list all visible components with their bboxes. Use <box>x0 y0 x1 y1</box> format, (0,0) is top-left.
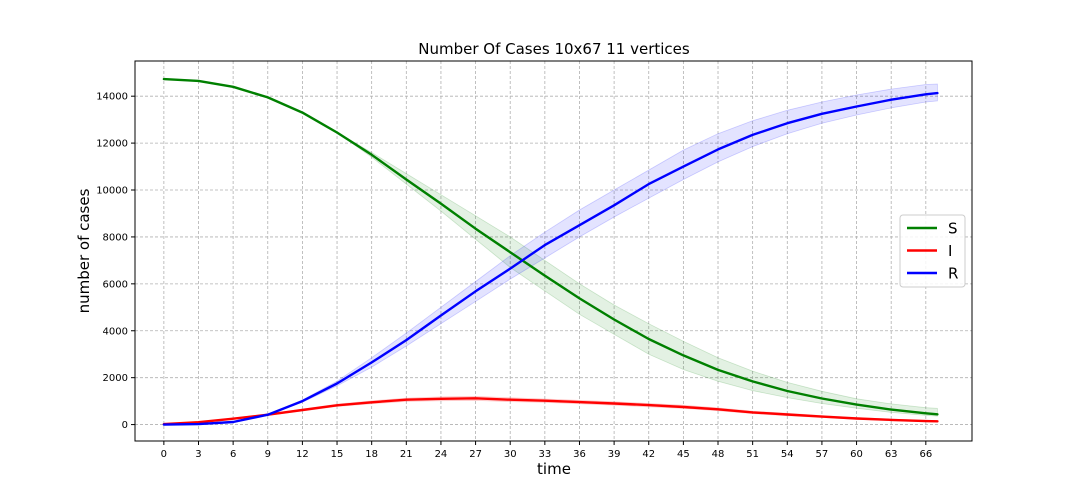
x-tick-label: 48 <box>712 449 725 460</box>
y-tick-label: 14000 <box>96 92 128 103</box>
x-tick-label: 54 <box>781 449 794 460</box>
line-series-S <box>162 77 939 416</box>
x-tick-label: 6 <box>230 449 236 460</box>
x-tick-label: 12 <box>296 449 309 460</box>
x-tick-label: 18 <box>365 449 378 460</box>
x-tick-label: 39 <box>608 449 621 460</box>
band-S <box>163 78 938 417</box>
x-tick-label: 15 <box>331 449 344 460</box>
y-tick-label: 6000 <box>103 279 128 290</box>
x-tick-label: 36 <box>573 449 586 460</box>
line-series-R <box>162 91 939 426</box>
y-tick-label: 10000 <box>96 186 128 197</box>
x-tick-label: 66 <box>919 449 932 460</box>
plot-border <box>134 60 973 442</box>
x-tick-label: 21 <box>400 449 413 460</box>
x-tick-label: 63 <box>885 449 898 460</box>
chart-title: Number Of Cases 10x67 11 vertices <box>418 40 690 58</box>
x-tick-label: 42 <box>642 449 655 460</box>
x-tick-label: 3 <box>195 449 201 460</box>
x-tick-label: 57 <box>816 449 829 460</box>
y-tick-label: 12000 <box>96 139 128 150</box>
x-tick-label: 51 <box>746 449 759 460</box>
y-axis-label: number of cases <box>75 188 93 313</box>
x-axis-label: time <box>537 460 571 478</box>
gridlines <box>135 61 972 441</box>
x-tick-label: 24 <box>435 449 448 460</box>
series-lines <box>162 77 939 426</box>
x-tick-label: 45 <box>677 449 690 460</box>
legend-label-S: S <box>948 220 958 238</box>
x-tick-label: 60 <box>850 449 863 460</box>
y-axis-ticks: 0 2000 4000 6000 8000 10000 12000 14000 <box>96 92 135 431</box>
y-tick-label: 4000 <box>103 326 128 337</box>
x-tick-label: 27 <box>469 449 482 460</box>
y-tick-label: 8000 <box>103 232 128 243</box>
line-series-I <box>162 397 939 426</box>
x-axis-ticks: 0 3 6 9 12 15 18 21 24 27 30 33 36 39 42 45 48 51 54 57 60 63… <box>161 441 932 460</box>
x-tick-label: 30 <box>504 449 517 460</box>
x-tick-label: 33 <box>538 449 551 460</box>
axes-frame <box>134 60 973 442</box>
legend: SIR <box>899 214 966 288</box>
legend-label-I: I <box>948 242 952 260</box>
y-tick-label: 2000 <box>103 373 128 384</box>
x-tick-label: 0 <box>161 449 167 460</box>
legend-label-R: R <box>948 265 958 283</box>
y-tick-label: 0 <box>122 420 128 431</box>
x-tick-label: 9 <box>265 449 271 460</box>
